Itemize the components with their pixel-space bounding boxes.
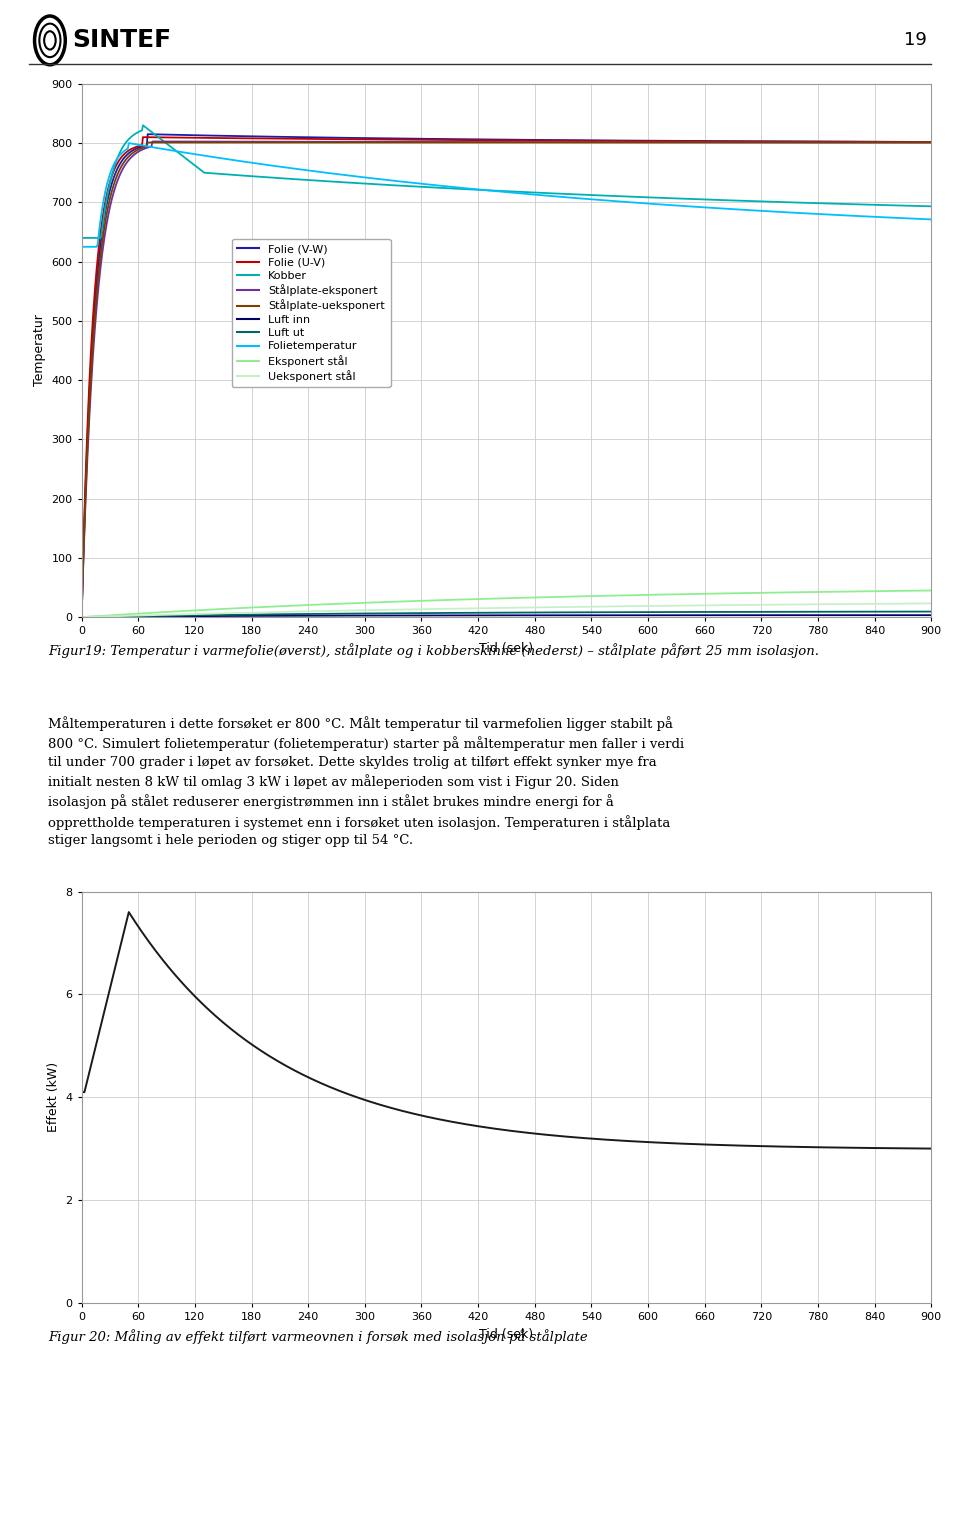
Legend: Folie (V-W), Folie (U-V), Kobber, Stålplate-eksponert, Stålplate-ueksponert, Luf: Folie (V-W), Folie (U-V), Kobber, Stålpl… <box>231 239 391 387</box>
Y-axis label: Temperatur: Temperatur <box>33 314 46 387</box>
X-axis label: Tid (sek): Tid (sek) <box>479 642 534 655</box>
Text: SINTEF: SINTEF <box>72 29 171 52</box>
Text: Figur19: Temperatur i varmefolie(øverst), stålplate og i kobberskinne (nederst) : Figur19: Temperatur i varmefolie(øverst)… <box>48 643 819 658</box>
Text: Figur 20: Måling av effekt tilført varmeovnen i forsøk med isolasjon på stålplat: Figur 20: Måling av effekt tilført varme… <box>48 1329 588 1344</box>
Text: Måltemperaturen i dette forsøket er 800 °C. Målt temperatur til varmefolien ligg: Måltemperaturen i dette forsøket er 800 … <box>48 716 684 847</box>
Y-axis label: Effekt (kW): Effekt (kW) <box>47 1062 60 1132</box>
Text: 19: 19 <box>903 32 926 49</box>
X-axis label: Tid (sek): Tid (sek) <box>479 1327 534 1341</box>
